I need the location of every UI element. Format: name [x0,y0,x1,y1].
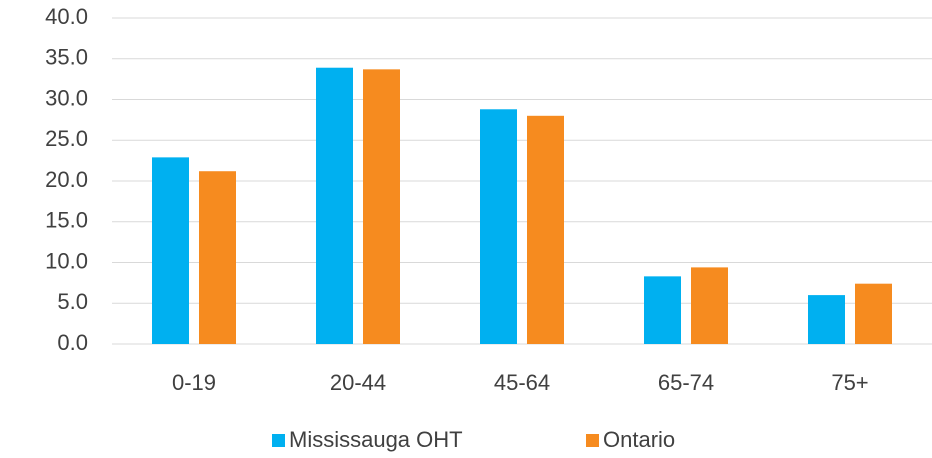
legend-swatch [586,434,599,447]
y-tick-label: 35.0 [45,45,88,70]
x-tick-label: 0-19 [172,370,216,395]
bar [316,67,353,344]
x-tick-label: 20-44 [330,370,386,395]
bar [855,283,892,344]
bar [644,276,681,344]
y-tick-label: 20.0 [45,167,88,192]
y-tick-label: 10.0 [45,248,88,273]
bar [691,267,728,344]
bar [808,295,845,344]
y-tick-label: 30.0 [45,85,88,110]
x-tick-label: 45-64 [494,370,550,395]
bar [363,69,400,344]
legend-label: Ontario [603,427,675,452]
bar [527,115,564,344]
legend-swatch [272,434,285,447]
bar [152,157,189,344]
y-tick-label: 25.0 [45,126,88,151]
bar [480,109,517,344]
bar [199,171,236,344]
y-tick-label: 40.0 [45,4,88,29]
y-tick-label: 0.0 [57,330,88,355]
legend-label: Mississauga OHT [289,427,463,452]
x-tick-label: 75+ [831,370,868,395]
y-tick-label: 5.0 [57,289,88,314]
y-tick-label: 15.0 [45,208,88,233]
x-tick-label: 65-74 [658,370,714,395]
